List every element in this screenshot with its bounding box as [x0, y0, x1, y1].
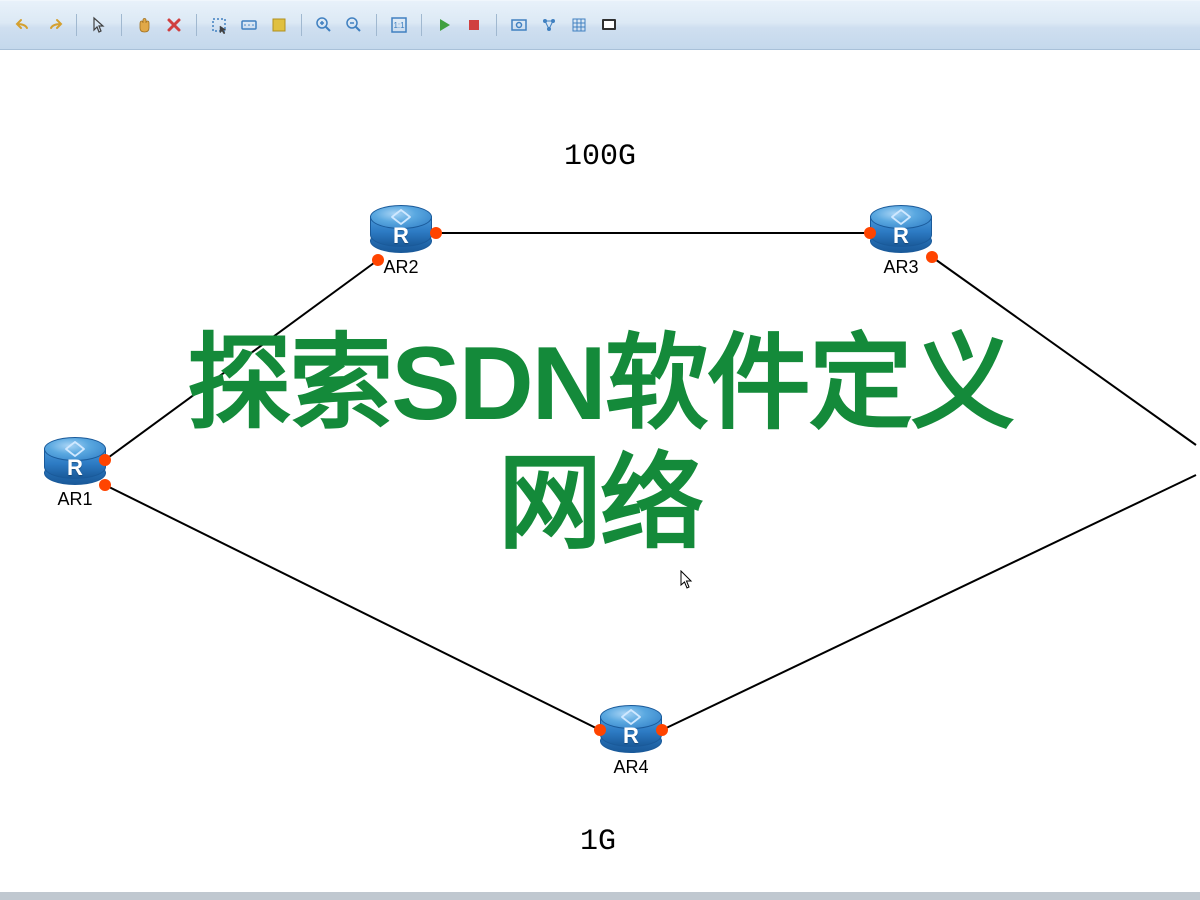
router-AR1[interactable]: R AR1 [44, 437, 106, 510]
link-AR1-AR4[interactable] [105, 485, 600, 730]
router-label-AR4: AR4 [600, 757, 662, 778]
undo-icon[interactable] [12, 13, 36, 37]
link-label: 1G [580, 825, 616, 859]
port-dot[interactable] [594, 724, 606, 736]
port-dot[interactable] [926, 251, 938, 263]
link-AR4-AR5[interactable] [662, 475, 1196, 730]
canvas[interactable]: R AR1 R AR2 R AR3 [0, 50, 1200, 900]
toolbar-separator [496, 14, 497, 36]
zoom-in-icon[interactable] [312, 13, 336, 37]
toolbar-separator [376, 14, 377, 36]
toolbar-separator [196, 14, 197, 36]
pan-icon[interactable] [132, 13, 156, 37]
capture-icon[interactable] [507, 13, 531, 37]
port-dot[interactable] [656, 724, 668, 736]
toolbar-separator [121, 14, 122, 36]
zoom-out-icon[interactable] [342, 13, 366, 37]
note-icon[interactable] [267, 13, 291, 37]
port-dot[interactable] [99, 454, 111, 466]
grid-icon[interactable] [567, 13, 591, 37]
port-dot[interactable] [430, 227, 442, 239]
text-icon[interactable] [237, 13, 261, 37]
delete-icon[interactable] [162, 13, 186, 37]
fit-icon[interactable]: 1:1 [387, 13, 411, 37]
toolbar-separator [421, 14, 422, 36]
port-dot[interactable] [372, 254, 384, 266]
toolbar: 1:1 [0, 0, 1200, 50]
start-icon[interactable] [432, 13, 456, 37]
link-label: 100G [564, 140, 636, 174]
svg-text:1:1: 1:1 [393, 21, 405, 30]
screenshot-icon[interactable] [597, 13, 621, 37]
router-label-AR3: AR3 [870, 257, 932, 278]
stop-icon[interactable] [462, 13, 486, 37]
router-AR4[interactable]: R AR4 [600, 705, 662, 778]
router-AR3[interactable]: R AR3 [870, 205, 932, 278]
port-dot[interactable] [864, 227, 876, 239]
router-AR2[interactable]: R AR2 [370, 205, 432, 278]
toolbar-separator [301, 14, 302, 36]
topology-icon[interactable] [537, 13, 561, 37]
link-AR3-AR5[interactable] [932, 257, 1196, 445]
bottom-border [0, 892, 1200, 900]
toolbar-separator [76, 14, 77, 36]
marquee-icon[interactable] [207, 13, 231, 37]
select-icon[interactable] [87, 13, 111, 37]
link-AR1-AR2[interactable] [105, 260, 378, 460]
redo-icon[interactable] [42, 13, 66, 37]
port-dot[interactable] [99, 479, 111, 491]
router-label-AR1: AR1 [44, 489, 106, 510]
